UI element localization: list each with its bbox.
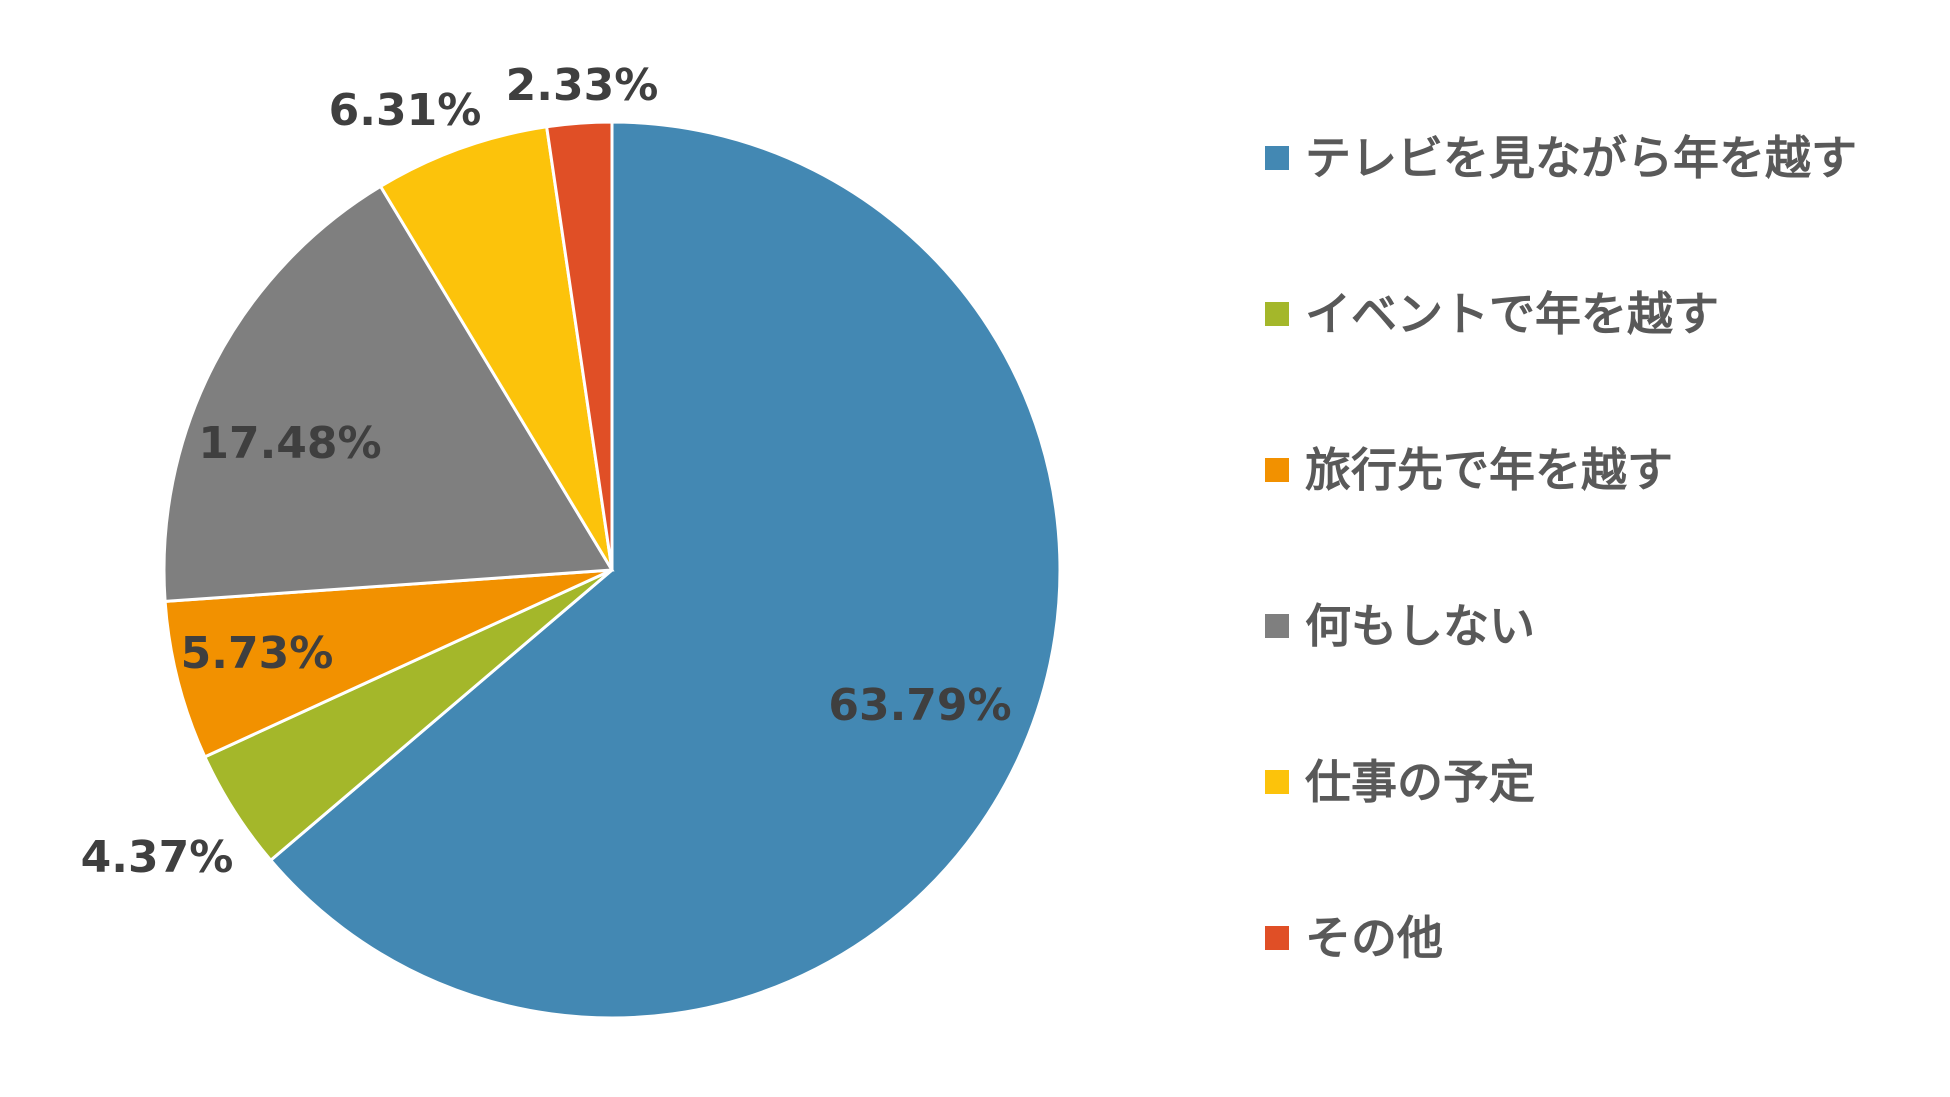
legend-label: 何もしない — [1305, 599, 1535, 653]
data-labels: 63.79% 4.37% 5.73% 17.48% 6.31% 2.33% — [81, 60, 1012, 883]
data-label: 17.48% — [198, 418, 381, 469]
legend-swatch — [1265, 458, 1289, 482]
legend-label: その他 — [1305, 911, 1443, 965]
data-label: 4.37% — [81, 832, 234, 883]
pie-slice — [162, 184, 615, 604]
pie-slice — [268, 120, 1062, 1020]
legend-swatch — [1265, 614, 1289, 638]
pie-slice — [163, 568, 613, 759]
legend-label: テレビを見ながら年を越す — [1305, 131, 1857, 185]
data-label: 5.73% — [181, 628, 334, 679]
data-label: 63.79% — [828, 680, 1011, 731]
legend-label: イベントで年を越す — [1305, 287, 1719, 341]
pie-slices — [162, 120, 1062, 1020]
data-label: 2.33% — [506, 60, 659, 111]
legend-swatch — [1265, 302, 1289, 326]
pie-slice — [544, 120, 614, 571]
legend: テレビを見ながら年を越すイベントで年を越す旅行先で年を越す何もしない仕事の予定そ… — [1265, 131, 1857, 965]
legend-swatch — [1265, 770, 1289, 794]
pie-slice — [378, 125, 614, 571]
legend-swatch — [1265, 146, 1289, 170]
legend-swatch — [1265, 926, 1289, 950]
legend-label: 旅行先で年を越す — [1305, 443, 1673, 497]
data-label: 6.31% — [329, 85, 482, 136]
legend-label: 仕事の予定 — [1305, 755, 1535, 809]
